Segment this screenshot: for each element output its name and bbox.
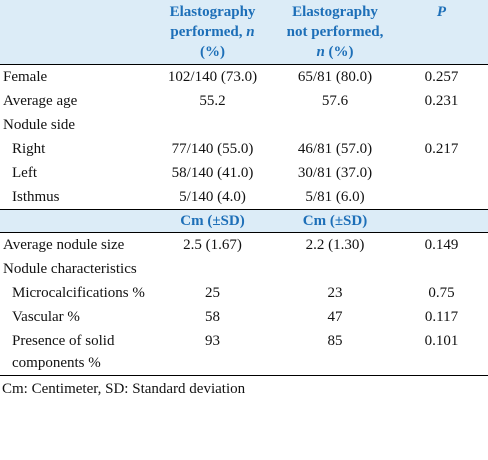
header-text: n [246, 24, 255, 40]
cell-value: 0.117 [424, 309, 459, 325]
table-row: Isthmus 5/140 (4.0) 5/81 (6.0) [0, 185, 488, 210]
header-text: n [316, 44, 325, 60]
empty-cell [0, 209, 150, 233]
header-cell: Elastography performed, n (%) [150, 0, 275, 65]
row-label: Nodule characteristics [3, 261, 137, 277]
row-label: Female [3, 69, 48, 85]
cell-value: 0.231 [424, 93, 459, 109]
table-row: Vascular % 58 47 0.117 [0, 305, 488, 329]
row-label: Isthmus [12, 189, 60, 205]
cell-value: 5/140 (4.0) [179, 189, 246, 205]
cell-value: 46/81 (57.0) [297, 141, 373, 157]
header-cell: Elastography not performed, n (%) [275, 0, 395, 65]
cell-value: 65/81 (80.0) [297, 69, 373, 85]
cell-value: 25 [205, 285, 220, 301]
cell-value: 77/140 (55.0) [171, 141, 254, 157]
cell-value: 30/81 (37.0) [297, 165, 373, 181]
row-label: Nodule side [3, 117, 76, 133]
cell-value: 93 [150, 329, 275, 376]
cell-value: 47 [327, 309, 343, 325]
header-text: P [436, 4, 447, 20]
cell-value: 57.6 [321, 93, 349, 109]
cell-value: 0.101 [395, 329, 488, 376]
cell-value: 0.149 [424, 237, 459, 253]
table-row: Right 77/140 (55.0) 46/81 (57.0) 0.217 [0, 137, 488, 161]
empty-cell [150, 257, 275, 281]
units-cell: Cm (±SD) [150, 209, 275, 233]
row-label: Left [12, 165, 37, 181]
table-body: Female 102/140 (73.0) 65/81 (80.0) 0.257 Ave… [0, 65, 488, 376]
row-label: Microcalcifications % [12, 285, 145, 301]
cell-value: 58 [205, 309, 220, 325]
row-label: Average nodule size [3, 237, 125, 253]
cell-value: 102/140 (73.0) [167, 69, 258, 85]
header-text: Elastography not performed, [286, 4, 384, 40]
table-row: Average age 55.2 57.6 0.231 [0, 89, 488, 113]
table-row: Female 102/140 (73.0) 65/81 (80.0) 0.257 [0, 65, 488, 90]
empty-cell [275, 257, 395, 281]
header-cell [0, 0, 150, 65]
units-cell: Cm (±SD) [275, 209, 395, 233]
table-row: Average nodule size 2.5 (1.67) 2.2 (1.30) 0… [0, 233, 488, 258]
cell-value: 0.217 [424, 141, 459, 157]
table-row: Nodule characteristics [0, 257, 488, 281]
empty-cell [395, 161, 488, 185]
cell-value: 58/140 (41.0) [171, 165, 254, 181]
header-text: (%) [324, 44, 354, 60]
units-row: Cm (±SD) Cm (±SD) [0, 209, 488, 233]
cell-value: 0.257 [424, 69, 459, 85]
row-label: Vascular % [12, 309, 80, 325]
table-row: Nodule side [0, 113, 488, 137]
header-cell: P [395, 0, 488, 65]
table-row: Presence of solid components % 93 85 0.101 [0, 329, 488, 376]
row-label: Right [12, 141, 46, 157]
cell-value: 85 [275, 329, 395, 376]
cell-value: 55.2 [199, 93, 226, 109]
cell-value: 0.75 [428, 285, 455, 301]
header-text: Elastography performed, [169, 4, 256, 40]
empty-cell [150, 113, 275, 137]
data-table: Elastography performed, n (%) Elastograp… [0, 0, 488, 376]
empty-cell [395, 113, 488, 137]
footnote: Cm: Centimeter, SD: Standard deviation [2, 381, 246, 397]
cell-value: 2.5 (1.67) [183, 237, 242, 253]
empty-cell [395, 257, 488, 281]
row-label: Average age [3, 93, 78, 109]
empty-cell [275, 113, 395, 137]
cell-value: 2.2 (1.30) [305, 237, 365, 253]
cell-value: 23 [327, 285, 343, 301]
empty-cell [395, 209, 488, 233]
table-row: Microcalcifications % 25 23 0.75 [0, 281, 488, 305]
row-label: Presence of solid components % [0, 329, 150, 376]
header-text: (%) [200, 44, 225, 60]
table-row: Left 58/140 (41.0) 30/81 (37.0) [0, 161, 488, 185]
empty-cell [395, 185, 488, 210]
header-row: Elastography performed, n (%) Elastograp… [0, 0, 488, 65]
cell-value: 5/81 (6.0) [305, 189, 365, 205]
